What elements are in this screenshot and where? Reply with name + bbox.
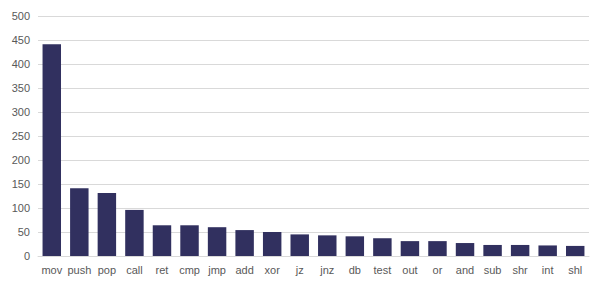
svg-text:350: 350: [12, 82, 30, 94]
svg-text:shl: shl: [568, 264, 582, 276]
svg-text:400: 400: [12, 58, 30, 70]
svg-text:450: 450: [12, 34, 30, 46]
svg-text:cmp: cmp: [179, 264, 200, 276]
svg-text:call: call: [126, 264, 143, 276]
svg-text:50: 50: [18, 226, 30, 238]
svg-text:shr: shr: [512, 264, 528, 276]
svg-text:xor: xor: [265, 264, 281, 276]
svg-text:push: push: [67, 264, 91, 276]
svg-text:pop: pop: [98, 264, 116, 276]
svg-text:ret: ret: [156, 264, 169, 276]
svg-text:mov: mov: [41, 264, 62, 276]
svg-text:and: and: [456, 264, 474, 276]
svg-text:150: 150: [12, 178, 30, 190]
svg-text:db: db: [349, 264, 361, 276]
svg-text:jnz: jnz: [319, 264, 334, 276]
svg-text:add: add: [235, 264, 253, 276]
svg-text:500: 500: [12, 10, 30, 22]
svg-text:jmp: jmp: [207, 264, 226, 276]
svg-text:sub: sub: [484, 264, 502, 276]
svg-text:200: 200: [12, 154, 30, 166]
svg-text:out: out: [402, 264, 417, 276]
svg-text:100: 100: [12, 202, 30, 214]
svg-text:jz: jz: [295, 264, 304, 276]
svg-text:test: test: [374, 264, 392, 276]
svg-text:int: int: [542, 264, 554, 276]
svg-text:250: 250: [12, 130, 30, 142]
svg-text:300: 300: [12, 106, 30, 118]
svg-text:or: or: [433, 264, 443, 276]
svg-text:0: 0: [24, 250, 30, 262]
